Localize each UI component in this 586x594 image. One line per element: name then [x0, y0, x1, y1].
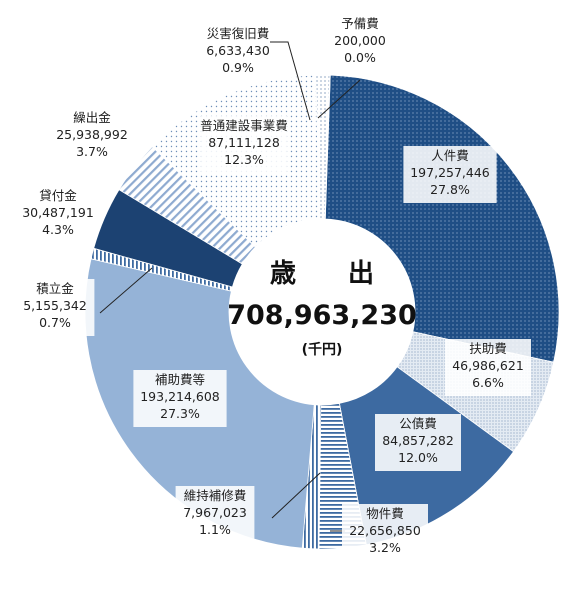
slice-label-value: 6,633,430 — [206, 43, 270, 58]
label-box-2 — [445, 339, 531, 396]
leader-lines — [99, 41, 361, 532]
slice-label-percent: 1.1% — [199, 522, 231, 537]
label-box-10 — [201, 116, 287, 173]
slice-label-name: 補助費等 — [155, 372, 205, 387]
slice-label-percent: 27.8% — [430, 182, 470, 197]
slice-label-percent: 0.9% — [222, 60, 254, 75]
slice-label-value: 200,000 — [334, 33, 386, 48]
slice-label-percent: 0.0% — [344, 50, 376, 65]
slice-label-percent: 27.3% — [160, 406, 200, 421]
slice-label-name: 物件費 — [366, 506, 404, 521]
slice-label-percent: 3.2% — [369, 540, 401, 555]
slice-label-value: 22,656,850 — [349, 523, 421, 538]
center-unit: (千円) — [302, 341, 343, 358]
slice-label-name: 予備費 — [341, 16, 379, 31]
slice-label-value: 87,111,128 — [208, 135, 280, 150]
slice-label-name: 貸付金 — [39, 188, 77, 203]
data-labels: 人件費 197,257,446 27.8% 扶助費 46,986,621 6.6% 公債費 8… — [15, 16, 531, 561]
label-box-4 — [342, 504, 428, 561]
slice-label-percent: 0.7% — [39, 315, 71, 330]
slice-label-name: 繰出金 — [73, 110, 111, 125]
slice-label-name: 公債費 — [399, 416, 437, 431]
label-box-6 — [133, 370, 227, 427]
slice-label-name: 人件費 — [431, 148, 469, 163]
slice-label-percent: 12.0% — [398, 450, 438, 465]
slice-label-value: 25,938,992 — [56, 127, 128, 142]
slice-label-value: 193,214,608 — [140, 389, 220, 404]
slice-label-name: 災害復旧費 — [207, 26, 270, 41]
center-total: 708,963,230 — [227, 300, 417, 331]
slice-label-name: 扶助費 — [469, 341, 507, 356]
leader-line-7 — [99, 267, 153, 314]
slice-label-value: 30,487,191 — [22, 205, 94, 220]
slice-label-name: 維持補修費 — [184, 488, 247, 503]
slice-label-value: 197,257,446 — [410, 165, 490, 180]
label-box-7 — [15, 279, 95, 336]
center-title: 歳 出 — [270, 259, 374, 289]
leader-line-12 — [317, 79, 361, 119]
slice-label-percent: 6.6% — [472, 375, 504, 390]
leader-line-11 — [270, 41, 311, 121]
slice-label-name: 普通建設事業費 — [200, 118, 288, 133]
label-box-1 — [403, 146, 497, 203]
slice-label-value: 5,155,342 — [23, 298, 87, 313]
slice-label-value: 46,986,621 — [452, 358, 524, 373]
slice-label-value: 7,967,023 — [183, 505, 247, 520]
label-box-5 — [175, 486, 255, 543]
slice-label-value: 84,857,282 — [382, 433, 454, 448]
slice-label-percent: 12.3% — [224, 152, 264, 167]
slice-label-name: 積立金 — [36, 281, 74, 296]
slice-label-percent: 3.7% — [76, 144, 108, 159]
donut-center: 歳 出 708,963,230 (千円) — [227, 219, 417, 405]
donut-hole — [229, 219, 415, 405]
label-box-3 — [375, 414, 461, 471]
slice-label-percent: 4.3% — [42, 222, 74, 237]
leader-line-5 — [271, 472, 321, 519]
